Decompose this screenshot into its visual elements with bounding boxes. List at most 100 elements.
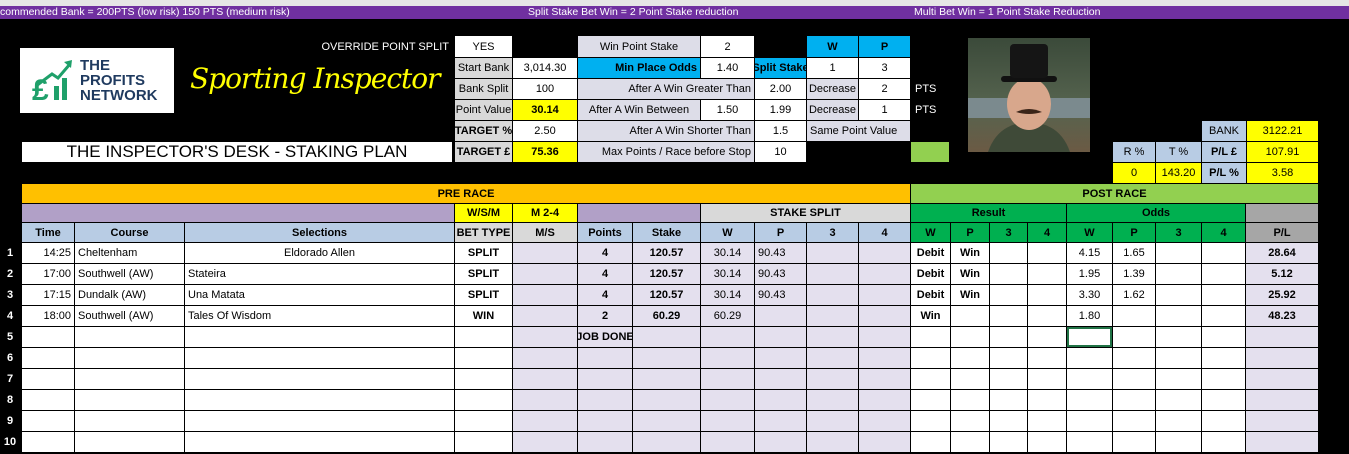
cell-stake[interactable] [633, 390, 700, 410]
cell-ms[interactable] [513, 432, 577, 452]
cell-course[interactable]: Dundalk (AW) [75, 285, 184, 305]
win-point-stake-value[interactable]: 2 [701, 36, 754, 57]
split-p-value[interactable]: 3 [859, 58, 910, 78]
cell-ms[interactable] [513, 348, 577, 368]
cell-ms[interactable] [513, 390, 577, 410]
cell-result-4[interactable] [1028, 411, 1066, 431]
cell-split-p[interactable] [755, 369, 806, 389]
cell-odds-w[interactable] [1067, 411, 1112, 431]
cell-odds-p[interactable]: 1.39 [1113, 264, 1155, 284]
cell-split-p[interactable]: 90.43 [755, 285, 806, 305]
cell-split-p[interactable] [755, 306, 806, 326]
cell-odds-4[interactable] [1202, 306, 1245, 326]
cell-bet-type[interactable]: SPLIT [455, 264, 512, 284]
cell-pl[interactable]: 48.23 [1246, 306, 1318, 326]
cell-stake[interactable]: 60.29 [633, 306, 700, 326]
cell-selection[interactable] [185, 411, 454, 431]
cell-odds-w[interactable]: 3.30 [1067, 285, 1112, 305]
cell-split-w[interactable] [701, 390, 754, 410]
cell-selection[interactable] [185, 432, 454, 452]
cell-ms[interactable] [513, 264, 577, 284]
cell-time[interactable] [22, 369, 74, 389]
cell-result-p[interactable] [951, 369, 989, 389]
cell-split-4[interactable] [859, 348, 910, 368]
cell-ms[interactable] [513, 285, 577, 305]
cell-points[interactable]: JOB DONE [578, 327, 632, 347]
cell-bet-type[interactable] [455, 369, 512, 389]
cell-result-w[interactable] [911, 369, 950, 389]
cell-odds-w[interactable] [1067, 390, 1112, 410]
cell-result-4[interactable] [1028, 390, 1066, 410]
cell-course[interactable] [75, 432, 184, 452]
cell-odds-p[interactable] [1113, 306, 1155, 326]
cell-result-4[interactable] [1028, 243, 1066, 263]
max-points-value[interactable]: 10 [755, 142, 806, 162]
cell-result-p[interactable]: Win [951, 264, 989, 284]
cell-selection[interactable]: Una Matata [185, 285, 454, 305]
cell-odds-p[interactable] [1113, 390, 1155, 410]
cell-selection[interactable]: Tales Of Wisdom [185, 306, 454, 326]
cell-result-w[interactable] [911, 432, 950, 452]
cell-ms[interactable] [513, 411, 577, 431]
cell-split-w[interactable] [701, 327, 754, 347]
cell-odds-p[interactable] [1113, 411, 1155, 431]
cell-split-w[interactable] [701, 348, 754, 368]
cell-odds-3[interactable] [1156, 306, 1201, 326]
cell-result-w[interactable]: Debit [911, 264, 950, 284]
cell-ms[interactable] [513, 243, 577, 263]
cell-split-w[interactable]: 30.14 [701, 264, 754, 284]
cell-result-w[interactable] [911, 327, 950, 347]
cell-time[interactable] [22, 411, 74, 431]
cell-split-w[interactable]: 30.14 [701, 243, 754, 263]
cell-result-3[interactable] [990, 306, 1027, 326]
cell-split-w[interactable] [701, 411, 754, 431]
cell-split-4[interactable] [859, 306, 910, 326]
cell-result-w[interactable] [911, 390, 950, 410]
cell-odds-4[interactable] [1202, 327, 1245, 347]
greater-decrease-value[interactable]: 2 [859, 79, 910, 99]
cell-stake[interactable] [633, 348, 700, 368]
cell-odds-w[interactable]: 4.15 [1067, 243, 1112, 263]
cell-selection[interactable] [185, 390, 454, 410]
cell-odds-4[interactable] [1202, 348, 1245, 368]
cell-result-p[interactable] [951, 432, 989, 452]
after-win-shorter-value[interactable]: 1.5 [755, 121, 806, 141]
cell-pl[interactable]: 28.64 [1246, 243, 1318, 263]
cell-pl[interactable] [1246, 432, 1318, 452]
between-low-value[interactable]: 1.50 [701, 100, 754, 120]
cell-split-p[interactable]: 90.43 [755, 243, 806, 263]
cell-ms[interactable] [513, 369, 577, 389]
cell-result-3[interactable] [990, 264, 1027, 284]
cell-odds-4[interactable] [1202, 411, 1245, 431]
cell-split-p[interactable] [755, 348, 806, 368]
cell-split-3[interactable] [807, 411, 858, 431]
cell-odds-3[interactable] [1156, 327, 1201, 347]
cell-stake[interactable] [633, 369, 700, 389]
cell-odds-p[interactable]: 1.65 [1113, 243, 1155, 263]
cell-split-3[interactable] [807, 432, 858, 452]
cell-course[interactable] [75, 390, 184, 410]
cell-split-4[interactable] [859, 369, 910, 389]
cell-pl[interactable] [1246, 327, 1318, 347]
cell-result-3[interactable] [990, 411, 1027, 431]
cell-split-p[interactable] [755, 411, 806, 431]
cell-bet-type[interactable] [455, 348, 512, 368]
cell-points[interactable] [578, 390, 632, 410]
cell-result-p[interactable] [951, 348, 989, 368]
cell-course[interactable]: Cheltenham [75, 243, 184, 263]
cell-result-p[interactable]: Win [951, 243, 989, 263]
cell-selection[interactable] [185, 369, 454, 389]
cell-points[interactable]: 4 [578, 264, 632, 284]
start-bank-value[interactable]: 3,014.30 [513, 58, 577, 78]
cell-result-4[interactable] [1028, 285, 1066, 305]
cell-bet-type[interactable] [455, 390, 512, 410]
min-place-odds-value[interactable]: 1.40 [701, 58, 754, 78]
cell-result-4[interactable] [1028, 264, 1066, 284]
cell-odds-4[interactable] [1202, 264, 1245, 284]
cell-odds-w[interactable]: 1.80 [1067, 306, 1112, 326]
cell-result-4[interactable] [1028, 306, 1066, 326]
cell-pl[interactable]: 5.12 [1246, 264, 1318, 284]
cell-odds-3[interactable] [1156, 243, 1201, 263]
cell-odds-p[interactable] [1113, 327, 1155, 347]
cell-points[interactable] [578, 348, 632, 368]
